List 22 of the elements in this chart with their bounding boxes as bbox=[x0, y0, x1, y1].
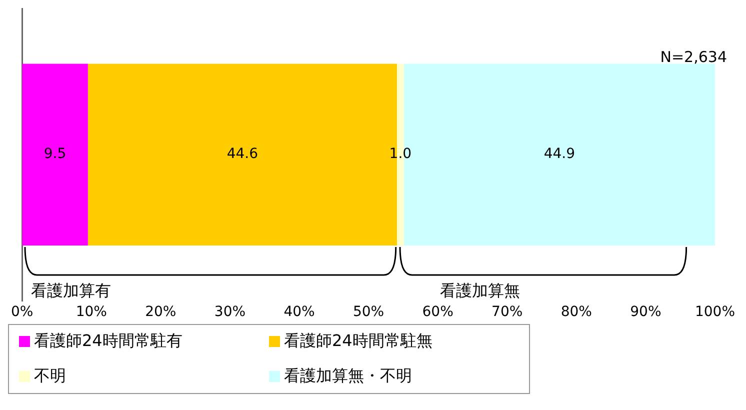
x-tick-label: 10% bbox=[76, 304, 107, 320]
text: 看護加算無 bbox=[440, 281, 520, 302]
legend-label: 不明 bbox=[34, 366, 66, 387]
x-tick-label: 20% bbox=[145, 304, 176, 320]
data-label: 44.6 bbox=[226, 146, 258, 162]
legend-label: 看護加算無・不明 bbox=[284, 366, 412, 387]
data-label: 9.5 bbox=[44, 146, 66, 162]
x-tick-label: 80% bbox=[560, 304, 592, 320]
x-tick-label: 100% bbox=[694, 304, 736, 320]
legend-label: 看護師24時間常駐有 bbox=[34, 331, 182, 352]
x-tick-label: 0% bbox=[10, 304, 34, 320]
x-tick-label: 60% bbox=[422, 304, 454, 320]
bar bbox=[22, 64, 88, 246]
x-tick-label: 50% bbox=[352, 304, 384, 320]
legend-label: 看護師24時間常駐無 bbox=[284, 331, 432, 352]
data-label: 44.9 bbox=[544, 146, 576, 162]
annotation: N=2,634 bbox=[660, 48, 727, 66]
x-tick-label: 30% bbox=[214, 304, 246, 320]
text: 看護加算有 bbox=[31, 281, 112, 302]
x-tick-label: 70% bbox=[492, 304, 523, 320]
x-tick-label: 40% bbox=[284, 304, 315, 320]
x-tick-label: 90% bbox=[630, 304, 662, 320]
